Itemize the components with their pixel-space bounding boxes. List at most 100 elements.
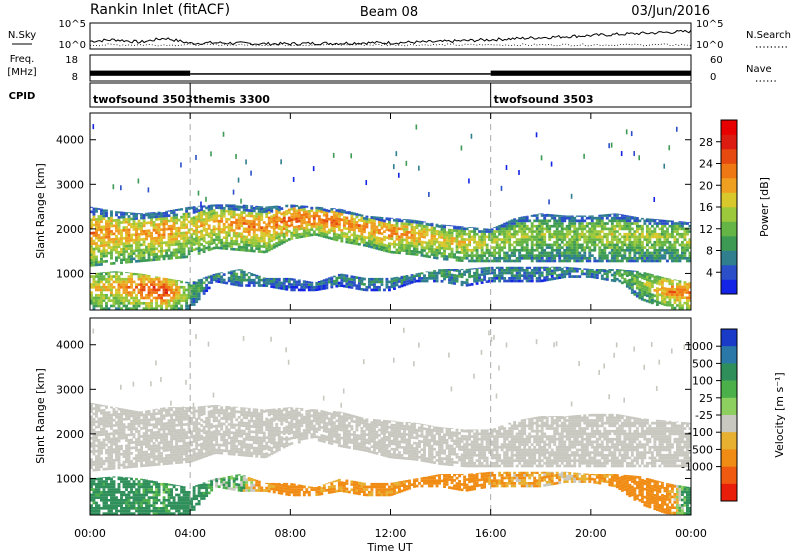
heatmap-cell-3972: [635, 248, 639, 252]
heatmap-cell-189: [105, 288, 108, 292]
heatmap-cell-3656: [593, 273, 597, 276]
heatmap-cell-2341: [398, 172, 400, 178]
heatmap-cell-1519: [257, 242, 261, 245]
heatmap-cell-2428: [413, 234, 416, 237]
heatmap-cell-4409: [683, 296, 687, 300]
heatmap-cell-1010: [190, 244, 194, 247]
heatmap-cell-1252: [220, 209, 224, 213]
heatmap-cell-19: [90, 299, 93, 302]
heatmap-cell-1092: [197, 289, 201, 293]
heatmap-cell-457: [127, 465, 131, 469]
heatmap-cell-4387: [680, 221, 684, 223]
heatmap-cell-82: [95, 403, 98, 405]
heatmap-cell-2835: [480, 238, 484, 241]
heatmap-cell-4359: [678, 232, 682, 236]
heatmap-cell-633: [150, 234, 153, 238]
heatmap-cell-2019: [342, 232, 346, 235]
heatmap-cell-2123: [360, 224, 364, 228]
heatmap-cell-172: [105, 243, 108, 247]
heatmap-cell-2644: [448, 269, 451, 271]
heatmap-cell-1408: [242, 243, 246, 247]
heatmap-cell-12: [90, 420, 93, 424]
heatmap-cell-382: [120, 415, 123, 419]
heatmap-cell-102: [97, 449, 101, 453]
heatmap-cell-3324: [548, 219, 552, 223]
heatmap-cell-3197: [533, 243, 537, 247]
heatmap-cell-1752: [292, 209, 296, 213]
heatmap-cell-4056: [643, 272, 647, 275]
heatmap-cell-655: [152, 247, 156, 251]
heatmap-cell-2752: [468, 259, 472, 263]
heatmap-cell-1851: [310, 206, 314, 210]
heatmap-cell-3794: [613, 216, 617, 220]
heatmap-cell-4358: [678, 235, 682, 239]
heatmap-cell-224: [107, 451, 111, 455]
heatmap-cell-4003: [638, 227, 642, 231]
heatmap-cell-417: [122, 506, 126, 510]
heatmap-cell-813: [167, 288, 171, 292]
heatmap-cell-1101: [200, 235, 204, 238]
heatmap-cell-1769: [295, 212, 299, 215]
heatmap-cell-3710: [603, 256, 607, 260]
heatmap-cell-407: [127, 244, 131, 248]
heatmap-cell-1485: [252, 236, 256, 240]
heatmap-cell-270: [115, 243, 118, 246]
heatmap-cell-2050: [347, 225, 351, 228]
heatmap-cell-223: [107, 454, 111, 457]
heatmap-cell-1974: [332, 152, 335, 158]
heatmap-cell-3777: [610, 273, 614, 277]
heatmap-cell-330: [115, 512, 118, 515]
heatmap-cell-1915: [322, 213, 326, 217]
heatmap-cell-3303: [545, 219, 549, 223]
heatmap-cell-3816: [615, 214, 619, 217]
heatmap-cell-2989: [505, 251, 509, 255]
heatmap-cell-2947: [498, 277, 502, 280]
heatmap-cell-1292: [227, 231, 231, 235]
heatmap-cell-4098: [648, 297, 652, 301]
heatmap-cell-787: [165, 299, 169, 302]
heatmap-cell-685: [155, 223, 159, 227]
heatmap-cell-729: [160, 241, 164, 245]
heatmap-cell-3487: [570, 246, 574, 249]
heatmap-cell-2435: [413, 277, 416, 281]
heatmap-cell-1345: [232, 189, 235, 195]
heatmap-cell-2605: [443, 231, 446, 234]
heatmap-cell-3639: [590, 270, 594, 273]
heatmap-cell-1096: [197, 279, 201, 282]
heatmap-cell-384: [120, 410, 123, 413]
heatmap-cell-3076: [515, 269, 519, 272]
heatmap-cell-3623: [590, 254, 594, 257]
heatmap-cell-3252: [540, 259, 544, 263]
heatmap-cell-2773: [470, 238, 474, 241]
heatmap-cell-3228: [535, 266, 539, 269]
heatmap-cell-1034: [192, 224, 196, 228]
heatmap-cell-456: [125, 477, 128, 479]
heatmap-cell-3742: [605, 272, 609, 276]
heatmap-cell-468: [132, 304, 136, 308]
heatmap-cell-13: [90, 223, 93, 227]
heatmap-cell-792: [165, 283, 169, 286]
heatmap-cell-65: [95, 226, 98, 229]
heatmap-cell-2261: [385, 222, 389, 226]
heatmap-cell-4014: [638, 272, 642, 276]
heatmap-cell-1493: [252, 214, 256, 218]
heatmap-cell-1393: [240, 219, 244, 222]
heatmap-cell-3456: [565, 216, 569, 220]
heatmap-cell-1057: [195, 228, 199, 232]
heatmap-cell-1947: [330, 226, 334, 230]
heatmap-cell-1135: [202, 286, 206, 290]
heatmap-cell-233: [110, 214, 113, 217]
heatmap-cell-3940: [630, 277, 634, 281]
heatmap-cell-1220: [215, 204, 219, 207]
heatmap-cell-2178: [370, 216, 374, 219]
heatmap-cell-4053: [643, 282, 647, 286]
heatmap-cell-2950: [498, 269, 502, 272]
heatmap-cell-818: [170, 256, 174, 260]
heatmap-cell-628: [150, 247, 153, 251]
heatmap-cell-3088: [518, 224, 522, 228]
freq-left-tick-top: 18: [65, 55, 78, 66]
heatmap-cell-2287: [390, 232, 394, 235]
heatmap-cell-1532: [257, 284, 261, 287]
heatmap-cell-2385: [405, 219, 409, 221]
heatmap-cell-2874: [488, 259, 492, 263]
